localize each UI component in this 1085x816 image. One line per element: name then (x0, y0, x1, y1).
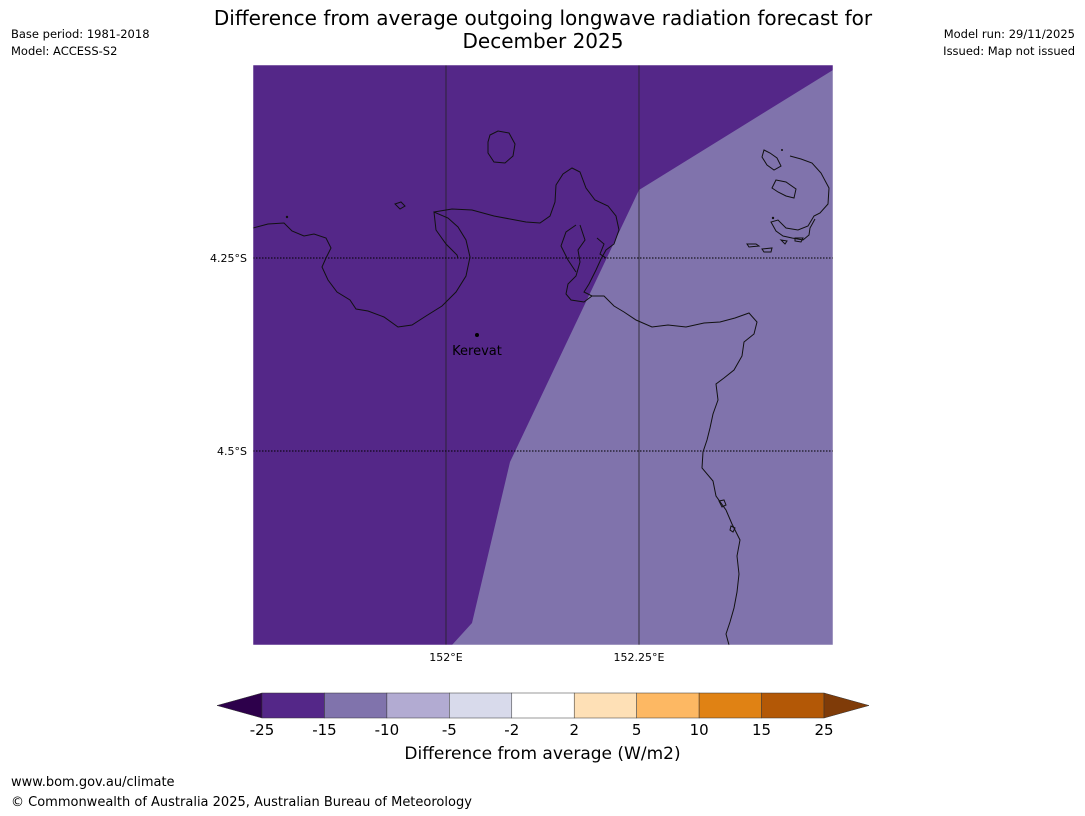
colorbar-swatch (386, 692, 450, 719)
issued-status: Issued: Map not issued (943, 44, 1075, 58)
dot-island-w (285, 215, 289, 219)
colorbar-swatch (449, 692, 513, 719)
place-label-kerevat: Kerevat (452, 344, 502, 359)
colorbar-tick-label: 15 (752, 721, 771, 739)
colorbar-extend-low (216, 692, 263, 719)
map-title: Difference from average outgoing longwav… (143, 7, 943, 53)
colorbar-swatch (761, 692, 825, 719)
title-line-1: Difference from average outgoing longwav… (213, 6, 873, 30)
model-run: Model run: 29/11/2025 (943, 27, 1075, 41)
colorbar-swatch (698, 692, 762, 719)
footer-url[interactable]: www.bom.gov.au/climate (11, 775, 175, 790)
colorbar-label: Difference from average (W/m2) (404, 744, 681, 764)
colorbar-extend-high (823, 692, 870, 719)
colorbar-tick-label: -25 (250, 721, 275, 739)
colorbar-swatch (324, 692, 388, 719)
lat-label-4-25: 4.25°S (210, 252, 247, 265)
lon-label-152-25: 152.25°E (614, 651, 665, 664)
colorbar-tick-label: 10 (690, 721, 709, 739)
colorbar-swatch (511, 692, 575, 719)
meta-left: Base period: 1981-2018 Model: ACCESS-S2 (11, 26, 150, 60)
colorbar-tick-label: -15 (312, 721, 337, 739)
colorbar-tick-label: 25 (814, 721, 833, 739)
colorbar-tick-label: 5 (632, 721, 642, 739)
lat-label-4-5: 4.5°S (217, 445, 247, 458)
map-figure: Kerevat 4.25°S 4.5°S 152°E 152.25°E -25-… (210, 64, 870, 739)
meta-right: Model run: 29/11/2025 Issued: Map not is… (943, 26, 1075, 60)
title-line-2: December 2025 (462, 29, 624, 53)
colorbar-swatch (261, 692, 325, 719)
kerevat-marker (475, 333, 479, 337)
colorbar-tick-label: -5 (442, 721, 457, 739)
colorbar-swatch (573, 692, 637, 719)
colorbar-tick-label: 2 (569, 721, 579, 739)
footer-copyright: © Commonwealth of Australia 2025, Austra… (11, 795, 472, 810)
dot-island-ne2 (771, 216, 775, 220)
coastline (252, 130, 830, 646)
base-period: Base period: 1981-2018 (11, 27, 150, 41)
lon-label-152: 152°E (429, 651, 462, 664)
map-frame (252, 64, 834, 646)
dot-island-ne (781, 149, 783, 151)
colorbar-swatch (636, 692, 700, 719)
anomaly-region-light (452, 70, 833, 645)
colorbar-tick-label: -2 (504, 721, 519, 739)
colorbar-tick-label: -10 (375, 721, 400, 739)
colorbar: -25 -15 -10 -5 -2 2 5 10 15 25 (216, 692, 870, 739)
model-name: Model: ACCESS-S2 (11, 44, 118, 58)
